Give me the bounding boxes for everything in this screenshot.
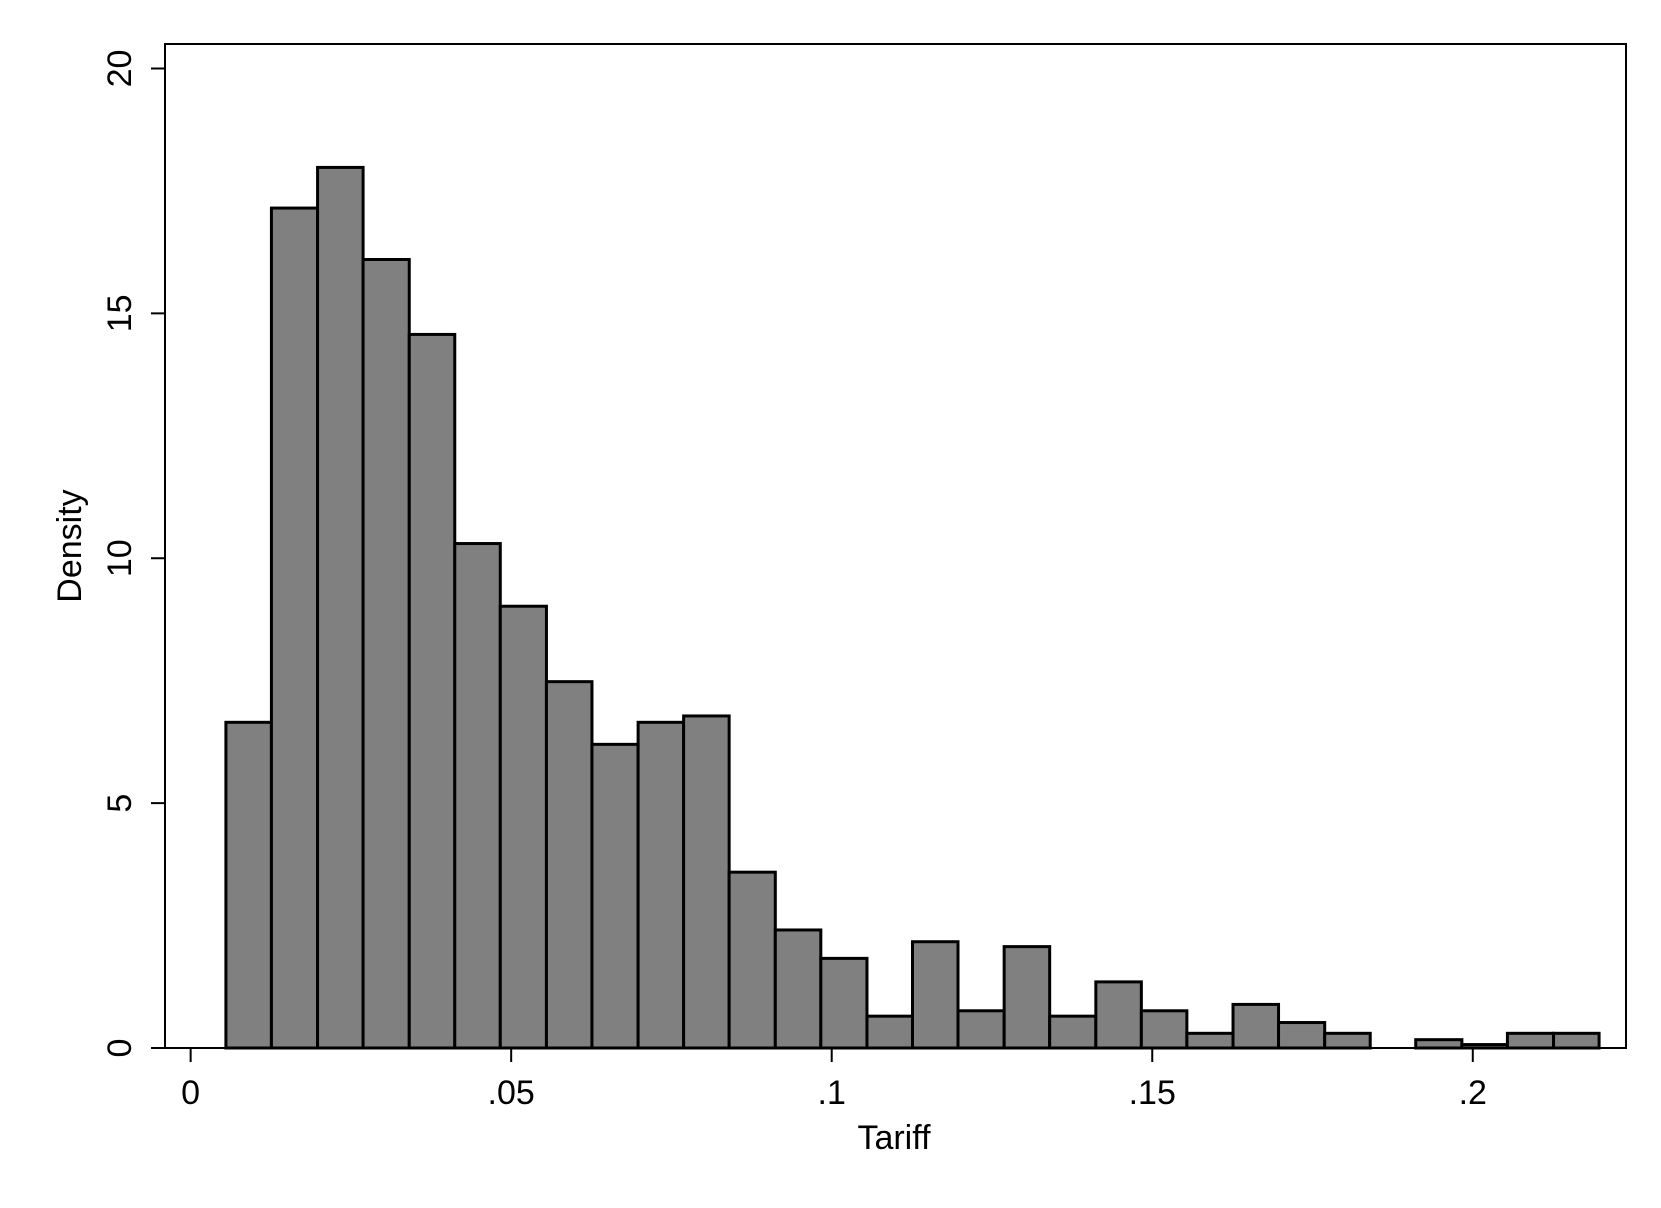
x-tick-label: .2 xyxy=(1459,1074,1487,1112)
x-tick-label: .05 xyxy=(488,1074,535,1112)
bar xyxy=(498,604,548,1050)
y-axis-label: Density xyxy=(51,489,89,602)
bar xyxy=(544,680,594,1050)
y-tick-label: 20 xyxy=(101,50,139,88)
bar xyxy=(590,742,640,1050)
x-axis-label: Tariff xyxy=(857,1119,931,1157)
bar xyxy=(727,870,777,1050)
bar xyxy=(1048,1014,1098,1050)
x-tick-label: .1 xyxy=(818,1074,846,1112)
y-tick-label: 10 xyxy=(101,539,139,577)
bar xyxy=(865,1014,914,1050)
bar xyxy=(316,165,365,1050)
bar xyxy=(1094,980,1143,1050)
bar xyxy=(1185,1031,1235,1050)
plot-frame xyxy=(164,43,1627,1049)
bar xyxy=(1323,1031,1372,1050)
bar xyxy=(819,956,869,1050)
y-tick-label: 0 xyxy=(101,1039,139,1058)
bar xyxy=(773,928,823,1050)
bar xyxy=(1231,1002,1281,1050)
bar xyxy=(636,720,686,1050)
bar xyxy=(1414,1038,1464,1050)
y-tick-label: 15 xyxy=(101,294,139,332)
bar xyxy=(1505,1031,1556,1050)
bar xyxy=(407,332,457,1050)
bar xyxy=(1002,945,1052,1050)
bar xyxy=(1277,1021,1327,1050)
x-tick-label: 0 xyxy=(181,1074,200,1112)
bar xyxy=(956,1009,1006,1050)
bar xyxy=(269,206,320,1050)
bar xyxy=(1139,1009,1189,1050)
y-tick-label: 5 xyxy=(101,794,139,813)
bar xyxy=(910,940,960,1050)
bar xyxy=(1552,1031,1601,1050)
bar xyxy=(224,720,273,1050)
bar xyxy=(361,257,411,1050)
bar xyxy=(453,542,502,1050)
x-tick-label: .15 xyxy=(1129,1074,1176,1112)
bar xyxy=(682,714,731,1050)
